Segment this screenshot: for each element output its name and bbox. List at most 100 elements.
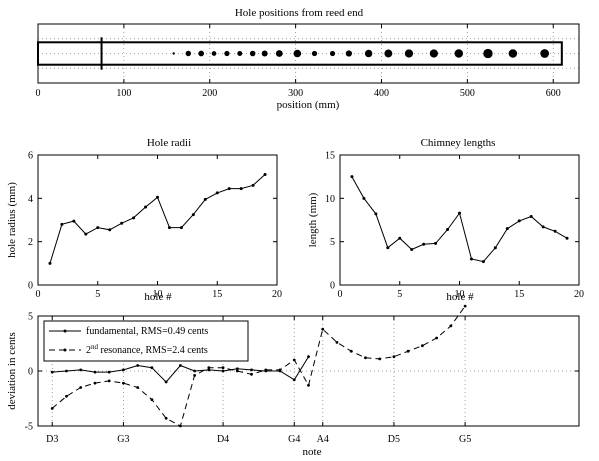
fundamental-point: [122, 368, 125, 372]
fundamental-point: [307, 355, 310, 359]
second-resonance-point: [136, 386, 140, 389]
hole-radius-line: [49, 174, 266, 264]
hole-radius-point: [215, 191, 219, 195]
deviation-xlabel: note: [303, 446, 322, 458]
second-resonance-point: [93, 381, 97, 385]
hole-radii-marks: [48, 173, 267, 265]
second-resonance-line: [51, 305, 466, 427]
chimney-lengths-xlabel: hole #: [446, 291, 474, 303]
second-resonance-point: [107, 379, 111, 383]
hole-radii-xlabel: hole #: [144, 291, 172, 303]
legend-marker-fundamental: [63, 329, 67, 333]
hole-dot: [211, 51, 217, 56]
x-tick-label: 100: [116, 88, 131, 99]
second-resonance-point: [122, 381, 125, 385]
x-tick-label: 20: [272, 289, 282, 300]
x-tick-label: 10: [153, 289, 163, 300]
hole-radii-title: Hole radii: [147, 137, 191, 149]
chimney-length-point: [517, 219, 521, 223]
fundamental-point: [107, 370, 111, 374]
hole-dot: [429, 49, 439, 58]
hole-radius-point: [96, 226, 100, 230]
fundamental-point: [136, 364, 140, 367]
chimney-length-point: [362, 196, 366, 200]
hole-radius-point: [239, 187, 243, 191]
note-tick-label: G4: [288, 434, 300, 445]
chimney-lengths-panel: Chimney lengths 0 5 10 15 20 0 5 10 15 hole # le…: [307, 137, 584, 303]
second-resonance-point: [150, 398, 154, 401]
hole-dot: [261, 50, 268, 57]
second-resonance-point: [406, 349, 410, 353]
hole-dot: [224, 50, 230, 57]
hole-radius-point: [179, 226, 183, 230]
fundamental-point: [50, 370, 54, 374]
chimney-length-point: [458, 211, 461, 215]
chimney-length-point: [493, 246, 497, 250]
y-tick-label: 0: [28, 367, 33, 378]
y-tick-label: 6: [28, 151, 33, 162]
hole-radius-point: [251, 183, 255, 187]
second-resonance-point: [449, 324, 453, 328]
hole-positions-x-ticks: 0 100 200 300 400 500 600: [36, 24, 561, 99]
deviation-ticks: -5 0 5 D3 G3 D4 G4 A4 D5 G5: [25, 312, 579, 445]
second-resonance-point: [193, 374, 197, 377]
y-tick-label: 10: [325, 194, 335, 205]
fundamental-point: [164, 380, 168, 384]
chimney-lengths-axes-box: [339, 154, 580, 286]
hole-dot: [172, 52, 175, 55]
chimney-lengths-ylabel: length (mm): [307, 192, 319, 247]
hole-dot: [364, 49, 373, 58]
chimney-length-point: [529, 215, 533, 219]
second-resonance-point: [364, 356, 367, 360]
second-resonance-point: [221, 366, 225, 370]
x-tick-label: 300: [288, 88, 303, 99]
chimney-length-line: [351, 176, 568, 263]
second-resonance-point: [235, 369, 239, 373]
legend-box: [43, 320, 249, 362]
chimney-length-point: [386, 246, 390, 250]
deviation-legend: fundamental, RMS=0.49 cents 2nd resonanc…: [43, 320, 249, 362]
hole-radius-point: [191, 213, 195, 217]
chimney-length-point: [553, 229, 557, 233]
legend-label-fundamental: fundamental, RMS=0.49 cents: [86, 326, 208, 337]
second-resonance-point: [435, 336, 439, 340]
second-resonance-point: [207, 366, 211, 370]
note-tick-label: G5: [459, 434, 471, 445]
note-tick-label: D4: [217, 434, 229, 445]
second-resonance-point: [264, 368, 268, 372]
hole-radii-ylabel: hole radius (mm): [6, 182, 18, 258]
second-resonance-point: [65, 394, 68, 398]
y-tick-label: 0: [330, 281, 335, 292]
chimney-length-point: [541, 225, 545, 229]
note-tick-label: D3: [46, 434, 58, 445]
hole-radii-panel: Hole radii 0 5 10 15 20 0 2 4 6 hole # hole radi…: [6, 137, 282, 303]
hole-radius-point: [84, 232, 88, 236]
note-tick-label: G3: [117, 434, 129, 445]
deviation-panel: -5 0 5 D3 G3 D4 G4 A4 D5 G5 note deviation in cen…: [6, 304, 580, 458]
hole-positions-axes-box: [37, 23, 580, 84]
hole-radius-point: [60, 222, 64, 226]
hole-dot: [275, 50, 283, 57]
fundamental-point: [178, 364, 182, 367]
chimney-length-point: [469, 257, 473, 261]
hole-radius-point: [167, 226, 171, 230]
second-resonance-point: [250, 372, 253, 376]
hole-dot: [483, 48, 493, 59]
x-tick-label: 0: [36, 88, 41, 99]
chimney-lengths-ticks: 0 5 10 15 20 0 5 10 15: [325, 151, 584, 301]
chimney-length-point: [398, 236, 402, 240]
hole-radius-point: [120, 221, 124, 225]
second-resonance-point: [349, 349, 353, 353]
hole-positions-grid: [37, 24, 579, 83]
y-tick-label: 15: [325, 151, 335, 162]
chimney-length-point: [446, 228, 450, 232]
y-tick-label: 5: [330, 237, 335, 248]
chimney-length-point: [434, 241, 438, 245]
hole-radius-point: [72, 219, 76, 223]
hole-dot: [293, 49, 302, 58]
chimney-length-point: [374, 212, 378, 216]
hole-positions-xlabel: position (mm): [277, 99, 340, 111]
hole-radii-ticks: 0 5 10 15 20 0 2 4 6: [28, 151, 282, 301]
x-tick-label: 10: [455, 289, 465, 300]
